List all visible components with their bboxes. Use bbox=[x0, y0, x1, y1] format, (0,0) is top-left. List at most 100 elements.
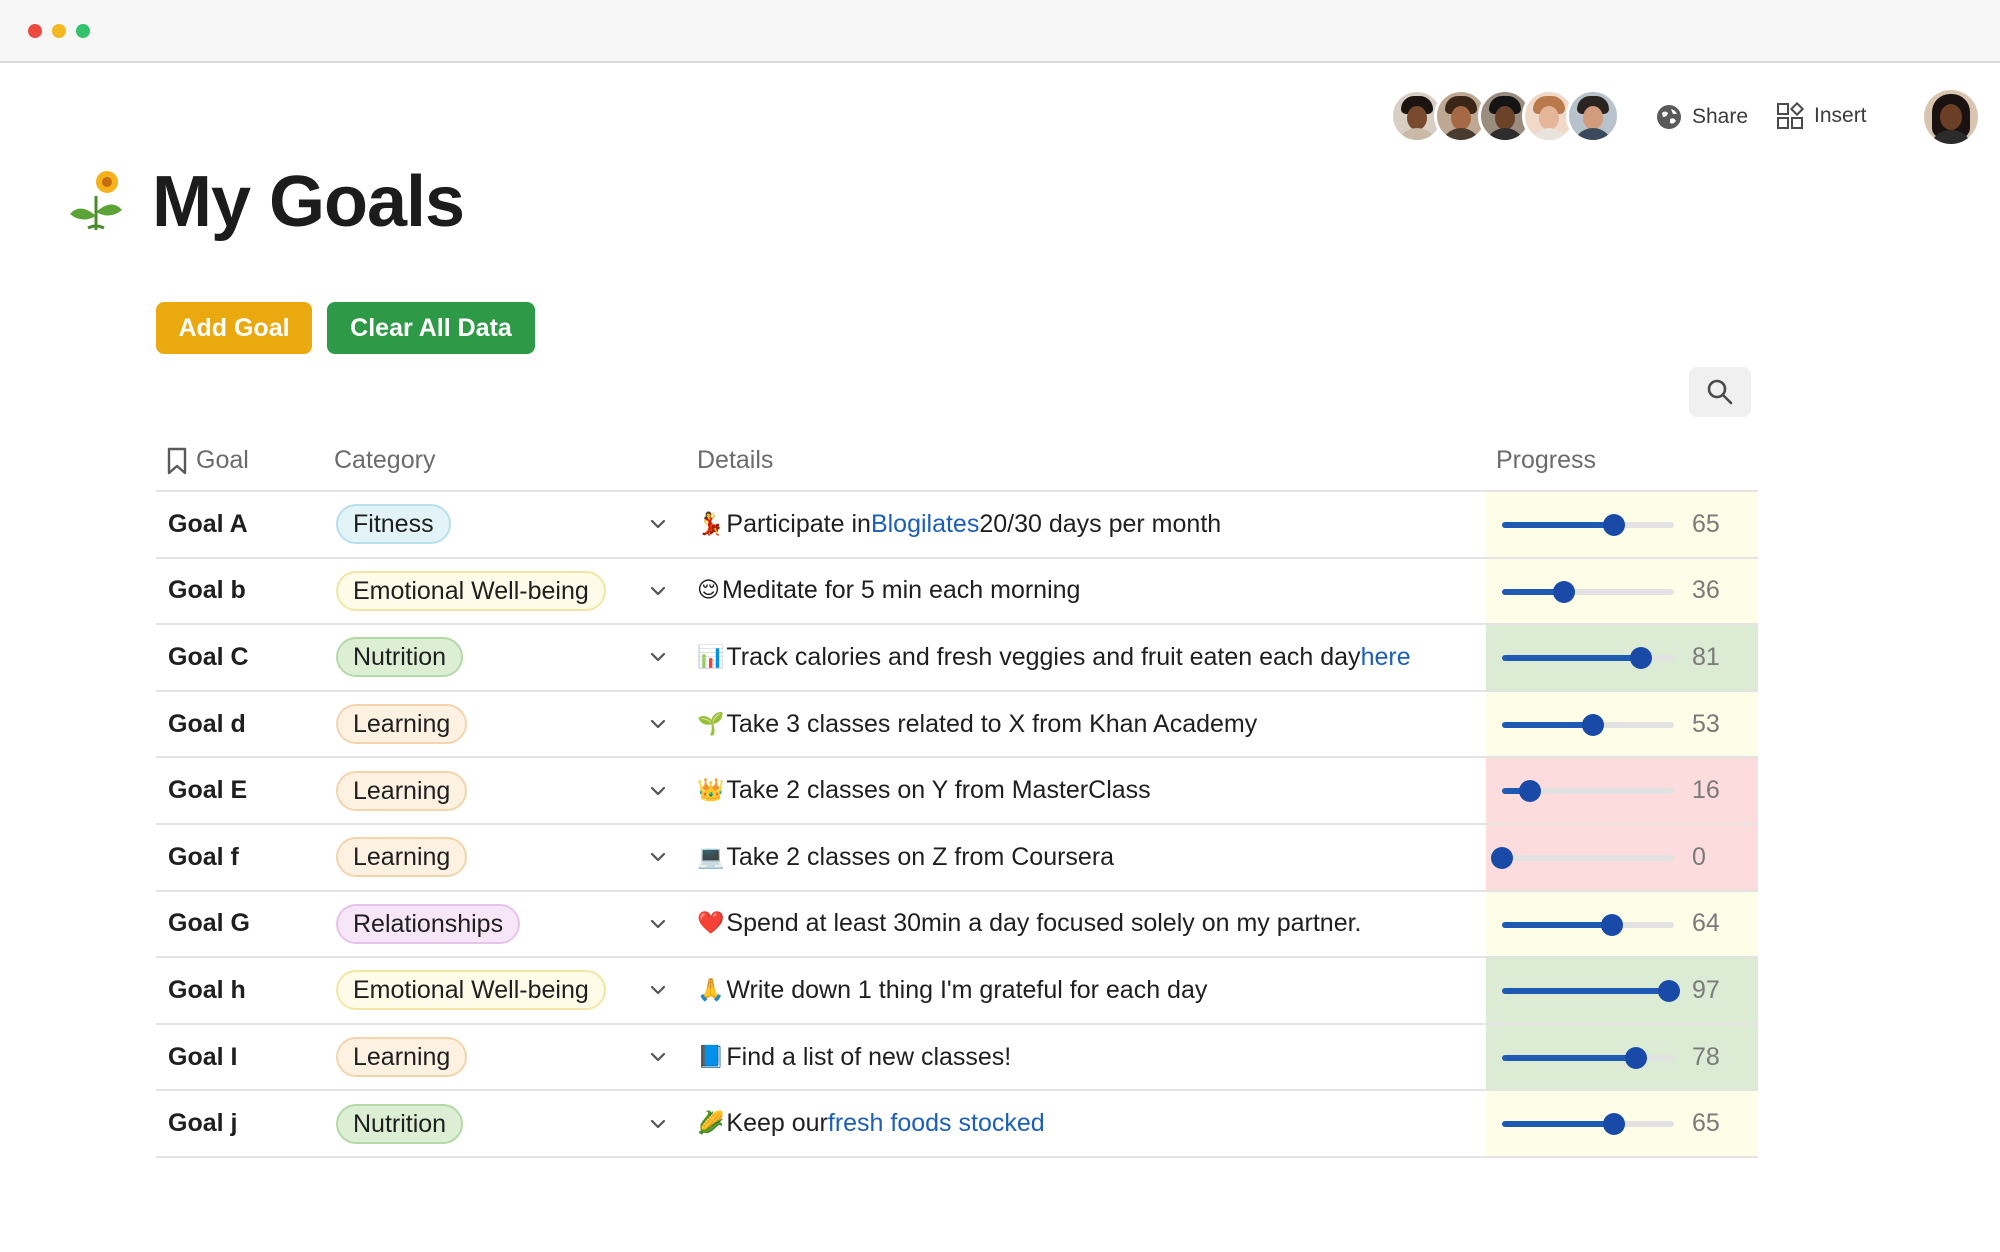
table-row[interactable]: Goal f Learning 💻 Take 2 classes on Z from … bbox=[156, 824, 1758, 892]
category-pill[interactable]: Learning bbox=[336, 1037, 468, 1078]
table-row[interactable]: Goal C Nutrition 📊 Track calories and fresh… bbox=[156, 625, 1758, 692]
category-pill[interactable]: Nutrition bbox=[336, 1103, 464, 1144]
details-cell[interactable]: 🙏 Write down 1 thing I'm grateful for eac… bbox=[697, 958, 1207, 1023]
progress-slider[interactable] bbox=[1491, 846, 1674, 869]
category-pill[interactable]: Nutrition bbox=[336, 637, 464, 678]
table-row[interactable]: Goal b Emotional Well-being 😌 Meditate for … bbox=[156, 558, 1758, 626]
details-cell[interactable]: 👑 Take 2 classes on Y from MasterClass bbox=[697, 758, 1151, 823]
progress-slider-thumb[interactable] bbox=[1602, 1113, 1625, 1136]
progress-slider-thumb[interactable] bbox=[1552, 580, 1575, 603]
progress-slider-thumb[interactable] bbox=[1601, 913, 1624, 936]
goal-name[interactable]: Goal I bbox=[168, 1042, 238, 1071]
details-cell[interactable]: 💃 Participate in Blogilates 20/30 days pe… bbox=[697, 492, 1221, 557]
goal-name[interactable]: Goal f bbox=[168, 842, 239, 871]
progress-slider-thumb[interactable] bbox=[1657, 980, 1680, 1003]
current-user-avatar[interactable] bbox=[1924, 90, 1978, 144]
column-header-goal[interactable]: Goal bbox=[166, 446, 249, 475]
details-cell[interactable]: 💻 Take 2 classes on Z from Coursera bbox=[697, 825, 1114, 890]
insert-button[interactable]: Insert bbox=[1776, 99, 1867, 133]
category-pill[interactable]: Relationships bbox=[336, 903, 521, 944]
table-row[interactable]: Goal G Relationships ❤️ Spend at least 30mi… bbox=[156, 891, 1758, 959]
category-cell[interactable]: Learning bbox=[336, 758, 468, 823]
category-dropdown[interactable] bbox=[650, 758, 666, 823]
table-row[interactable]: Goal j Nutrition 🌽 Keep our fresh foods sto… bbox=[156, 1091, 1758, 1158]
collaborator-avatars[interactable] bbox=[1390, 89, 1620, 143]
column-header-progress[interactable]: Progress bbox=[1496, 446, 1597, 474]
goal-name[interactable]: Goal G bbox=[168, 909, 250, 938]
category-cell[interactable]: Nutrition bbox=[336, 625, 464, 690]
progress-slider[interactable] bbox=[1502, 514, 1674, 536]
progress-slider[interactable] bbox=[1502, 980, 1680, 1003]
progress-slider-thumb[interactable] bbox=[1630, 647, 1653, 670]
column-header-details[interactable]: Details bbox=[697, 446, 774, 474]
table-row[interactable]: Goal I Learning 📘 Find a list of new classe… bbox=[156, 1024, 1758, 1092]
progress-slider[interactable] bbox=[1502, 1046, 1674, 1069]
category-pill[interactable]: Learning bbox=[336, 704, 468, 745]
progress-slider[interactable] bbox=[1502, 713, 1674, 736]
goal-name[interactable]: Goal E bbox=[168, 776, 248, 805]
category-dropdown[interactable] bbox=[650, 825, 666, 890]
table-row[interactable]: Goal d Learning 🌱 Take 3 classes related to… bbox=[156, 691, 1758, 759]
table-row[interactable]: Goal A Fitness 💃 Participate in Blogilates … bbox=[156, 492, 1758, 559]
category-cell[interactable]: Emotional Well-being bbox=[336, 958, 606, 1023]
category-dropdown[interactable] bbox=[650, 492, 666, 557]
details-cell[interactable]: 😌 Meditate for 5 min each morning bbox=[697, 559, 1080, 624]
progress-slider-thumb[interactable] bbox=[1625, 1046, 1648, 1069]
goal-name[interactable]: Goal h bbox=[168, 975, 246, 1004]
column-header-category[interactable]: Category bbox=[334, 446, 436, 474]
details-link[interactable]: fresh foods stocked bbox=[827, 1109, 1045, 1138]
progress-cell: 64 bbox=[1486, 891, 1758, 957]
collaborator-avatar[interactable] bbox=[1566, 89, 1620, 143]
search-button[interactable] bbox=[1689, 367, 1751, 417]
details-cell[interactable]: 🌽 Keep our fresh foods stocked bbox=[697, 1091, 1045, 1156]
goal-name[interactable]: Goal j bbox=[168, 1109, 238, 1138]
details-cell[interactable]: ❤️ Spend at least 30min a day focused sol… bbox=[697, 892, 1362, 957]
category-cell[interactable]: Fitness bbox=[336, 492, 451, 557]
category-dropdown[interactable] bbox=[650, 625, 666, 690]
progress-slider[interactable] bbox=[1502, 780, 1674, 803]
goal-name[interactable]: Goal b bbox=[168, 576, 246, 605]
category-cell[interactable]: Learning bbox=[336, 825, 468, 890]
progress-slider-thumb[interactable] bbox=[1602, 514, 1625, 536]
clear-all-data-button[interactable]: Clear All Data bbox=[327, 302, 535, 354]
progress-slider-thumb[interactable] bbox=[1582, 713, 1605, 736]
details-cell[interactable]: 📊 Track calories and fresh veggies and fr… bbox=[697, 625, 1411, 690]
category-cell[interactable]: Relationships bbox=[336, 892, 521, 957]
goal-name[interactable]: Goal d bbox=[168, 709, 246, 738]
goal-name[interactable]: Goal A bbox=[168, 509, 248, 538]
details-link[interactable]: Blogilates bbox=[870, 509, 980, 538]
details-cell[interactable]: 🌱 Take 3 classes related to X from Khan A… bbox=[697, 692, 1257, 757]
category-pill[interactable]: Fitness bbox=[336, 504, 451, 545]
category-pill[interactable]: Emotional Well-being bbox=[336, 570, 606, 611]
category-dropdown[interactable] bbox=[650, 958, 666, 1023]
category-dropdown[interactable] bbox=[650, 1025, 666, 1090]
details-link[interactable]: here bbox=[1360, 642, 1411, 671]
category-cell[interactable]: Learning bbox=[336, 692, 468, 757]
details-cell[interactable]: 📘 Find a list of new classes! bbox=[697, 1025, 1011, 1090]
progress-slider-fill bbox=[1502, 1054, 1637, 1061]
minimize-window-button[interactable] bbox=[52, 24, 66, 38]
close-window-button[interactable] bbox=[28, 24, 42, 38]
progress-slider[interactable] bbox=[1502, 1113, 1674, 1136]
category-cell[interactable]: Emotional Well-being bbox=[336, 559, 606, 624]
category-dropdown[interactable] bbox=[650, 559, 666, 624]
category-dropdown[interactable] bbox=[650, 692, 666, 757]
category-pill[interactable]: Learning bbox=[336, 837, 468, 878]
goal-name[interactable]: Goal C bbox=[168, 642, 249, 671]
progress-slider[interactable] bbox=[1502, 913, 1674, 936]
category-cell[interactable]: Nutrition bbox=[336, 1091, 464, 1156]
category-dropdown[interactable] bbox=[650, 892, 666, 957]
progress-slider-thumb[interactable] bbox=[1518, 780, 1541, 803]
category-cell[interactable]: Learning bbox=[336, 1025, 468, 1090]
table-row[interactable]: Goal h Emotional Well-being 🙏 Write down 1 … bbox=[156, 958, 1758, 1025]
add-goal-button[interactable]: Add Goal bbox=[156, 302, 312, 354]
category-pill[interactable]: Emotional Well-being bbox=[336, 970, 606, 1011]
progress-slider-thumb[interactable] bbox=[1491, 846, 1513, 869]
maximize-window-button[interactable] bbox=[76, 24, 90, 38]
progress-slider[interactable] bbox=[1502, 647, 1674, 670]
share-button[interactable]: Share bbox=[1656, 100, 1748, 134]
category-dropdown[interactable] bbox=[650, 1091, 666, 1156]
category-pill[interactable]: Learning bbox=[336, 770, 468, 811]
progress-slider[interactable] bbox=[1502, 580, 1674, 603]
table-row[interactable]: Goal E Learning 👑 Take 2 classes on Y from … bbox=[156, 758, 1758, 825]
